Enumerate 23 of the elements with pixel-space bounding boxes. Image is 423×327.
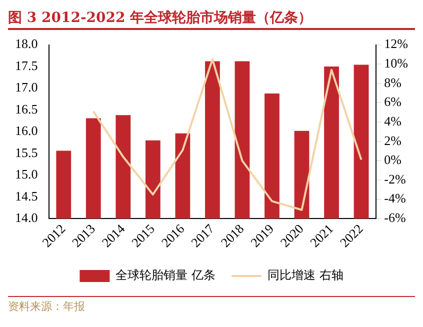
y2-tick-label: 12%	[384, 36, 408, 52]
y2-tick-label: 2%	[384, 132, 402, 148]
y2-tick-label: 4%	[384, 113, 402, 128]
y-tick-label: 14.0	[15, 210, 38, 226]
y2-tick-label: 6%	[384, 94, 402, 110]
y2-tick-label: 10%	[384, 56, 408, 71]
y-tick-label: 14.5	[15, 188, 38, 204]
text: 资料来源：年报	[8, 299, 86, 314]
y-tick-label: 17.0	[15, 80, 38, 95]
y-tick-label: 16.0	[15, 123, 38, 138]
y2-tick-label: -4%	[384, 190, 406, 206]
y-tick-label: 18.0	[15, 36, 38, 52]
legend-label: 同比增速 右轴	[268, 268, 344, 282]
y2-tick-label: -6%	[384, 210, 406, 226]
y-tick-label: 15.5	[15, 144, 38, 160]
y2-tick-label: 0%	[384, 152, 402, 168]
y-tick-label: 17.5	[15, 58, 38, 73]
y2-tick-label: 8%	[384, 74, 402, 90]
y2-tick-label: -2%	[384, 171, 406, 186]
y-tick-label: 16.5	[15, 101, 38, 116]
legend-label: 全球轮胎销量 亿条	[116, 268, 216, 282]
y-tick-label: 15.0	[15, 166, 38, 182]
chart-title: 图 3 2012-2022 年全球轮胎市场销量（亿条）	[8, 8, 314, 28]
